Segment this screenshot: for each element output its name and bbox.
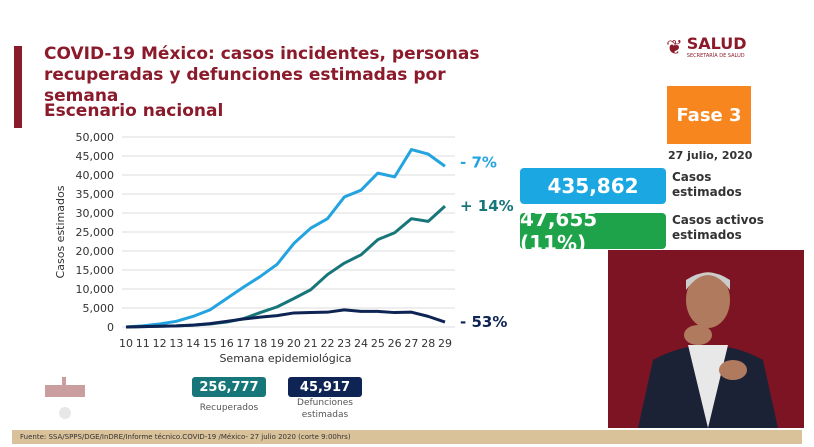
series-line-1: [125, 205, 447, 329]
x-tick-label: 20: [287, 337, 301, 350]
commemorative-logo: [40, 375, 90, 420]
accent-bar: [14, 46, 22, 128]
x-tick-label: 11: [136, 337, 150, 350]
x-tick-label: 16: [220, 337, 234, 350]
eagle-seal-icon: ❦: [666, 34, 683, 59]
x-tick-label: 25: [371, 337, 385, 350]
salud-logo: ❦ SALUD SECRETARÍA DE SALUD: [666, 34, 747, 59]
x-tick-label: 12: [153, 337, 167, 350]
series-line-0: [125, 148, 446, 329]
sign-language-interpreter-video: [608, 250, 804, 428]
defunciones-label: Defunciones estimadas: [297, 398, 353, 420]
recuperados-value: 256,777: [192, 377, 266, 397]
series-annotation: - 7%: [460, 153, 497, 171]
y-tick-label: 20,000: [76, 245, 115, 258]
y-tick-label: 10,000: [76, 283, 115, 296]
y-tick-label: 50,000: [76, 131, 115, 144]
defunciones-value: 45,917: [288, 377, 362, 397]
y-tick-label: 5,000: [83, 302, 115, 315]
y-tick-label: 25,000: [76, 226, 115, 239]
page-title: COVID-19 México: casos incidentes, perso…: [44, 44, 480, 106]
y-tick-label: 35,000: [76, 188, 115, 201]
y-axis-label: Casos estimados: [54, 185, 67, 278]
casos-estimados-value: 435,862: [520, 168, 666, 204]
y-tick-label: 30,000: [76, 207, 115, 220]
x-tick-label: 18: [253, 337, 267, 350]
y-tick-label: 45,000: [76, 150, 115, 163]
x-tick-label: 28: [421, 337, 435, 350]
x-tick-label: 27: [404, 337, 418, 350]
source-footer: Fuente: SSA/SPPS/DGE/InDRE/Informe técni…: [12, 430, 802, 444]
casos-activos-value: 47,655 (11%): [520, 207, 666, 255]
interpreter-figure: [638, 272, 778, 428]
x-tick-label: 26: [388, 337, 402, 350]
casos-activos-label: Casos activos estimados: [672, 213, 764, 242]
x-tick-label: 23: [337, 337, 351, 350]
y-tick-label: 40,000: [76, 169, 115, 182]
y-tick-label: 15,000: [76, 264, 115, 277]
x-tick-label: 29: [438, 337, 452, 350]
x-tick-label: 10: [119, 337, 133, 350]
logo-text: SALUD: [686, 34, 747, 53]
report-date: 27 julio, 2020: [668, 149, 753, 162]
series-annotation: - 53%: [460, 313, 507, 331]
casos-estimados-label: Casos estimados: [672, 170, 742, 199]
x-tick-label: 24: [354, 337, 368, 350]
x-tick-label: 13: [169, 337, 183, 350]
x-tick-label: 15: [203, 337, 217, 350]
x-tick-label: 19: [270, 337, 284, 350]
x-tick-label: 21: [304, 337, 318, 350]
x-tick-label: 22: [320, 337, 334, 350]
series-annotation: + 14%: [460, 197, 514, 215]
logo-subtext: SECRETARÍA DE SALUD: [686, 53, 745, 59]
series-line-2: [125, 308, 446, 329]
recuperados-label: Recuperados: [199, 403, 259, 413]
x-tick-label: 14: [186, 337, 200, 350]
phase-badge: Fase 3: [667, 86, 751, 144]
y-tick-label: 0: [107, 321, 114, 334]
x-axis-label: Semana epidemiológica: [219, 352, 351, 365]
line-chart: 0 5,000 10,000 15,000 20,000 25,000 30,000 35,0…: [54, 131, 514, 365]
page-subtitle: Escenario nacional: [44, 101, 224, 121]
x-tick-label: 17: [237, 337, 251, 350]
